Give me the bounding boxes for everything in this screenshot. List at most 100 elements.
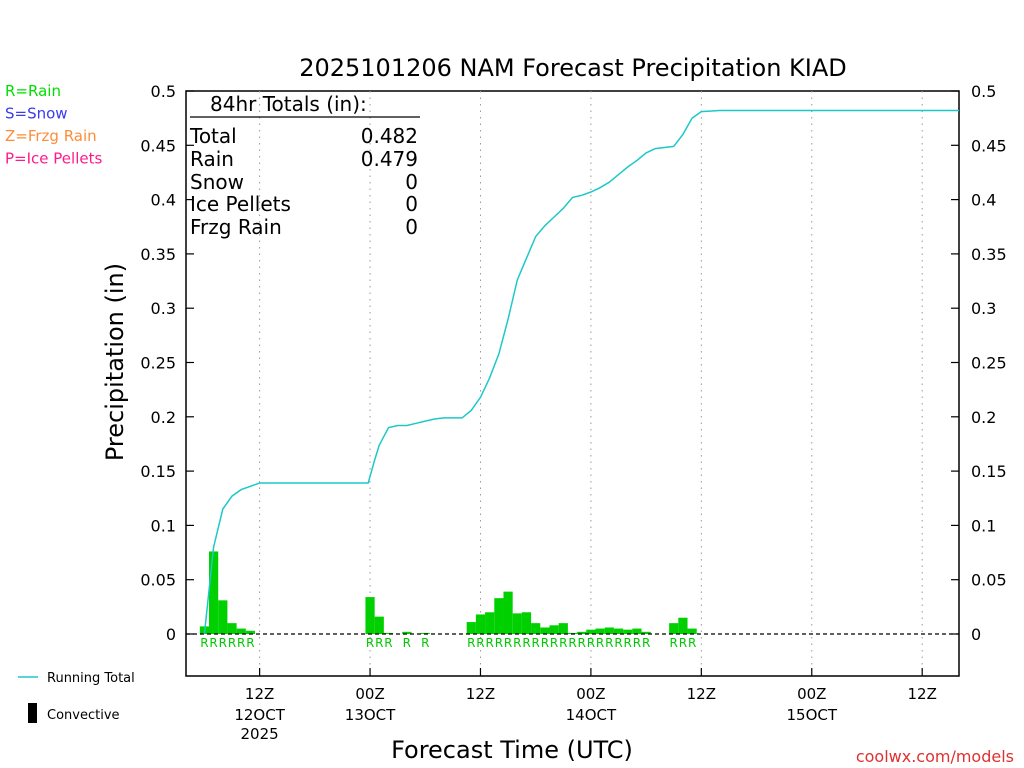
precip-bar: [641, 631, 651, 634]
ptype-marker: R: [541, 636, 549, 650]
totals-value: 0.479: [361, 147, 418, 171]
ptype-legend: R=Rain S=Snow Z=Frzg Rain P=Ice Pellets: [5, 82, 102, 168]
ptype-marker: R: [550, 636, 558, 650]
y-axis-ticks: 0 00.05 0.050.1 0.10.15 0.150.2 0.20.25 0.250.…: [140, 82, 1006, 644]
precip-bar: [494, 598, 504, 634]
ptype-marker: R: [486, 636, 494, 650]
precip-bar: [623, 629, 633, 634]
precip-bar: [586, 629, 596, 634]
convective-legend-swatch: [28, 703, 37, 723]
y-tick-label-left: 0.15: [140, 462, 176, 481]
precip-bar: [402, 631, 412, 634]
ptype-marker: R: [679, 636, 687, 650]
ptype-marker: R: [495, 636, 503, 650]
ptype-marker: R: [688, 636, 696, 650]
precip-bar: [503, 591, 513, 634]
totals-label: Snow: [190, 170, 244, 194]
ptype-marker: R: [246, 636, 254, 650]
ptype-marker: R: [504, 636, 512, 650]
ptype-marker: R: [587, 636, 595, 650]
y-tick-label-right: 0.4: [971, 191, 996, 210]
totals-value: 0: [405, 170, 418, 194]
y-tick-label-right: 0.45: [971, 136, 1007, 155]
totals-label: Frzg Rain: [190, 215, 282, 239]
precip-bar: [218, 600, 228, 634]
grid-lines: [259, 91, 923, 676]
ptype-marker: R: [559, 636, 567, 650]
y-tick-label-left: 0.2: [151, 408, 176, 427]
ptype-legend-item: Z=Frzg Rain: [5, 127, 97, 145]
ptype-marker: R: [375, 636, 383, 650]
ptype-marker: R: [532, 636, 540, 650]
precip-bar: [365, 597, 375, 634]
ptype-marker: R: [624, 636, 632, 650]
chart-title: 2025101206 NAM Forecast Precipitation KI…: [299, 54, 847, 82]
running-total-legend-label: Running Total: [47, 671, 135, 686]
x-axis-label: Forecast Time (UTC): [391, 736, 633, 764]
ptype-marker: R: [228, 636, 236, 650]
ptype-marker: R: [366, 636, 374, 650]
ptype-marker: R: [219, 636, 227, 650]
ptype-marker: R: [642, 636, 650, 650]
totals-value: 0: [405, 192, 418, 216]
precip-bar: [669, 623, 679, 634]
x-tick-label: 00Z: [355, 685, 384, 703]
precip-bar: [485, 612, 495, 634]
y-tick-label-right: 0.15: [971, 462, 1007, 481]
ptype-marker: R: [209, 636, 217, 650]
ptype-marker: R: [476, 636, 484, 650]
y-tick-label-right: 0.25: [971, 354, 1007, 373]
precip-bar: [531, 623, 541, 634]
y-tick-label-left: 0.4: [151, 191, 176, 210]
y-tick-label-left: 0.5: [151, 82, 176, 101]
credit-text: coolwx.com/models: [856, 747, 1014, 766]
y-tick-label-left: 0.25: [140, 354, 176, 373]
x-tick-label: 00Z: [576, 685, 605, 703]
ptype-marker: R: [522, 636, 530, 650]
convective-legend-label: Convective: [47, 708, 120, 723]
ptype-marker: R: [605, 636, 613, 650]
ptype-legend-item: P=Ice Pellets: [5, 150, 102, 168]
ptype-marker: R: [384, 636, 392, 650]
precip-bar: [512, 613, 522, 634]
precip-bar: [577, 631, 587, 634]
ptype-marker: R: [421, 636, 429, 650]
totals-label: Total: [189, 124, 237, 148]
precip-bar: [521, 612, 532, 634]
precip-bar: [632, 628, 642, 634]
precip-bar: [383, 632, 394, 634]
precip-bar: [475, 614, 486, 634]
y-tick-label-right: 0.05: [971, 571, 1007, 590]
precip-bar: [595, 628, 605, 634]
x-tick-label: 12Z: [466, 685, 495, 703]
precip-bar: [374, 616, 384, 634]
x-tick-date: 15OCT: [786, 706, 837, 724]
totals-label: Ice Pellets: [190, 192, 291, 216]
precip-bar: [678, 617, 688, 634]
y-tick-label-right: 0.1: [971, 516, 996, 535]
series-legend: Running Total Convective: [18, 671, 135, 723]
totals-value: 0: [405, 215, 418, 239]
y-tick-label-right: 0.5: [971, 82, 996, 101]
totals-value: 0.482: [361, 124, 418, 148]
precip-bar: [687, 628, 697, 634]
totals-box: 84hr Totals (in): Total 0.482 Rain 0.479…: [189, 92, 420, 239]
ptype-marker: R: [403, 636, 411, 650]
ptype-marker: R: [614, 636, 622, 650]
ptype-marker: R: [578, 636, 586, 650]
x-tick-label: 12Z: [687, 685, 716, 703]
totals-header: 84hr Totals (in):: [210, 92, 367, 116]
y-tick-label-left: 0.05: [140, 571, 176, 590]
running-total-line: [203, 109, 959, 635]
ptype-marker: R: [200, 636, 208, 650]
precip-bar: [245, 630, 256, 634]
y-tick-label-right: 0.35: [971, 245, 1007, 264]
x-tick-label: 00Z: [797, 685, 826, 703]
y-axis-label: Precipitation (in): [101, 263, 129, 461]
ptype-marker: R: [596, 636, 604, 650]
y-tick-label-right: 0.2: [971, 408, 996, 427]
x-tick-label: 12Z: [908, 685, 937, 703]
ptype-marker: R: [633, 636, 641, 650]
